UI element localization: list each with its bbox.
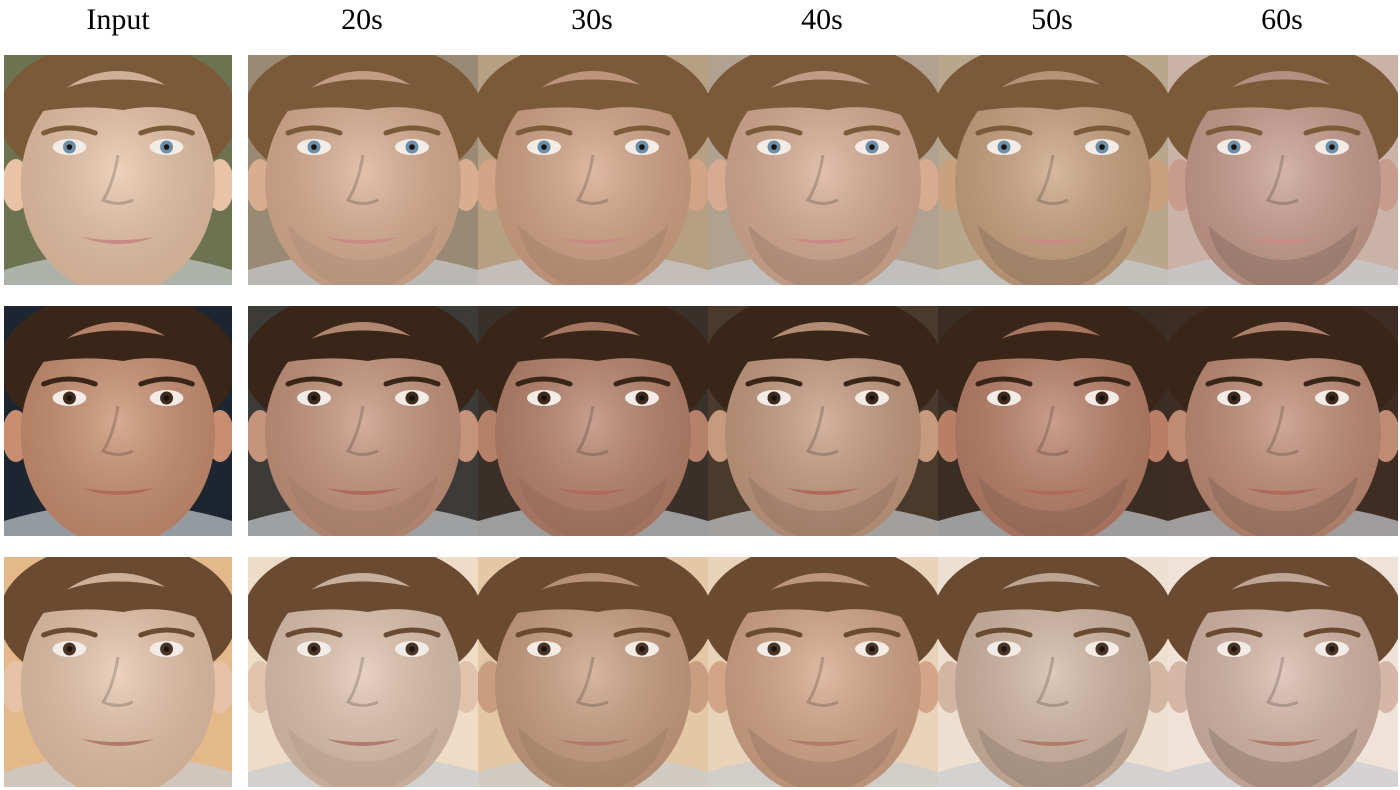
face-image-row1-40s	[708, 55, 938, 285]
face-image-row2-50s	[938, 306, 1168, 536]
face-image-row2-20s	[248, 306, 478, 536]
column-header-50s: 50s	[1031, 3, 1073, 36]
face-row-2	[0, 306, 1400, 536]
face-image-row3-60s	[1168, 557, 1398, 787]
face-row-1	[0, 55, 1400, 285]
face-image-row2-input	[4, 306, 232, 536]
column-header-60s: 60s	[1261, 3, 1303, 36]
face-image-row1-30s	[478, 55, 708, 285]
face-image-row3-input	[4, 557, 232, 787]
column-header-20s: 20s	[341, 3, 383, 36]
face-image-row1-50s	[938, 55, 1168, 285]
column-header-input: Input	[86, 3, 150, 36]
column-header-30s: 30s	[571, 3, 613, 36]
face-image-row3-50s	[938, 557, 1168, 787]
face-image-row2-60s	[1168, 306, 1398, 536]
face-image-row2-30s	[478, 306, 708, 536]
face-image-row3-40s	[708, 557, 938, 787]
column-header-40s: 40s	[801, 3, 843, 36]
face-image-row1-20s	[248, 55, 478, 285]
face-image-row3-30s	[478, 557, 708, 787]
face-row-3	[0, 557, 1400, 787]
face-image-row2-40s	[708, 306, 938, 536]
face-image-row3-20s	[248, 557, 478, 787]
face-image-row1-input	[4, 55, 232, 285]
face-image-row1-60s	[1168, 55, 1398, 285]
